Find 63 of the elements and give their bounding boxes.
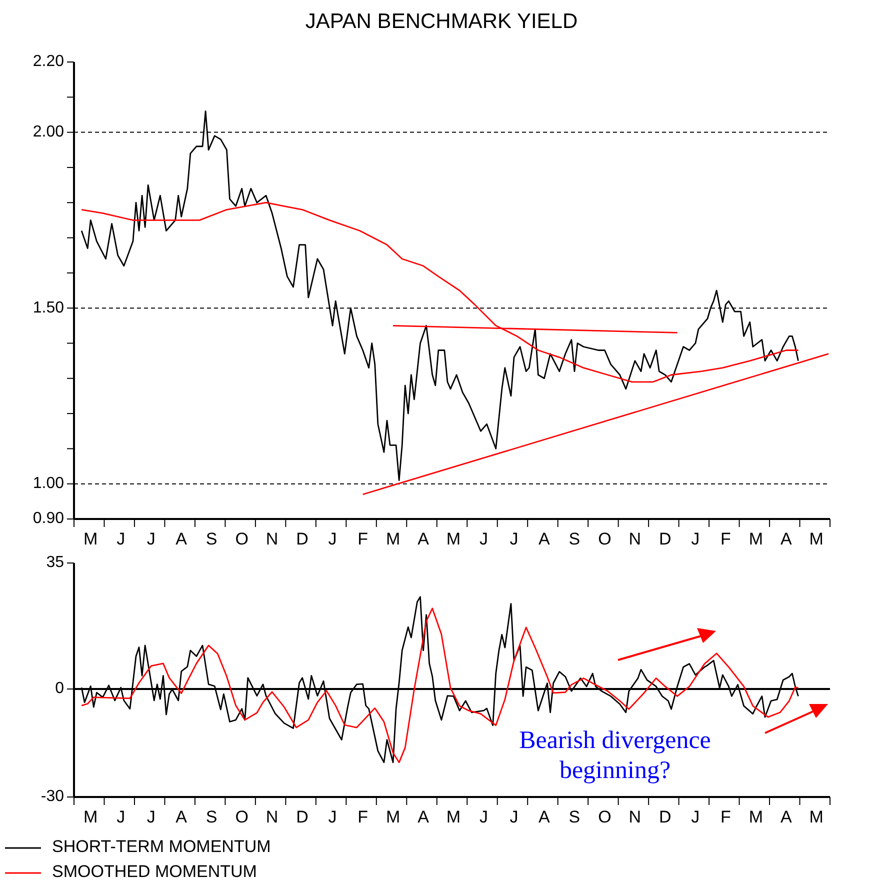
y-tick-label: 2.00 — [32, 124, 64, 141]
legend-label: SHORT-TERM MOMENTUM — [52, 836, 271, 856]
x-tick-label: M — [446, 807, 461, 826]
x-tick-label: J — [116, 807, 126, 826]
x-tick-label: M — [386, 529, 400, 548]
x-tick-label: A — [418, 529, 430, 548]
chart-title: JAPAN BENCHMARK YIELD — [304, 10, 579, 34]
x-tick-label: J — [146, 807, 156, 826]
y-tick-label: 1.00 — [32, 475, 64, 492]
x-tick-label: M — [809, 529, 824, 548]
x-tick-label: M — [748, 807, 763, 826]
x-tick-label: M — [748, 529, 763, 548]
x-tick-label: A — [176, 807, 188, 826]
x-tick-label: J — [480, 529, 488, 548]
x-tick-label: M — [809, 807, 824, 826]
x-tick-label: S — [206, 529, 218, 548]
y-tick-label: 2.20 — [32, 53, 64, 70]
x-tick-label: J — [691, 807, 700, 826]
x-tick-label: S — [568, 529, 580, 548]
x-tick-label: F — [358, 529, 368, 548]
x-tick-label: N — [266, 529, 278, 548]
x-tick-label: N — [266, 807, 278, 826]
x-tick-label: N — [628, 529, 642, 548]
y-tick-label: 0 — [55, 680, 64, 698]
x-tick-label: J — [328, 529, 337, 548]
y-tick-label: -30 — [40, 788, 64, 806]
x-tick-label: A — [538, 529, 551, 548]
x-tick-label: D — [296, 807, 308, 826]
x-tick-label: S — [206, 807, 218, 826]
x-tick-label: A — [780, 807, 792, 826]
x-tick-label: O — [235, 529, 248, 548]
x-tick-label: J — [116, 529, 126, 548]
x-tick-label: S — [568, 807, 580, 826]
legend-label: SMOOTHED MOMENTUM — [52, 862, 257, 882]
x-tick-label: F — [358, 807, 368, 826]
x-tick-label: A — [176, 529, 188, 548]
x-tick-label: D — [659, 529, 672, 548]
x-tick-label: A — [780, 529, 792, 548]
y-tick-label: 1.50 — [32, 299, 64, 316]
x-tick-label: J — [328, 807, 337, 826]
x-tick-label: O — [235, 807, 248, 826]
x-tick-label: M — [386, 807, 400, 826]
x-tick-label: M — [84, 529, 98, 548]
x-tick-label: J — [510, 529, 518, 548]
x-tick-label: O — [598, 807, 612, 826]
y-tick-label: 35 — [46, 554, 64, 572]
x-tick-label: D — [296, 529, 308, 548]
x-tick-label: J — [146, 529, 156, 548]
x-tick-label: J — [691, 529, 700, 548]
x-tick-label: N — [628, 807, 642, 826]
x-tick-label: A — [418, 807, 430, 826]
x-tick-label: A — [538, 807, 551, 826]
x-tick-label: O — [598, 529, 612, 548]
annotation: Bearish divergence beginning? — [518, 726, 712, 786]
x-tick-label: D — [659, 807, 672, 826]
x-tick-label: J — [510, 807, 518, 826]
line-series — [80, 202, 799, 383]
x-tick-label: J — [480, 807, 488, 826]
x-tick-label: F — [720, 529, 731, 548]
x-tick-label: F — [720, 807, 731, 826]
x-tick-label: M — [84, 807, 98, 826]
y-tick-label: 0.90 — [32, 510, 64, 528]
x-tick-label: M — [446, 529, 461, 548]
